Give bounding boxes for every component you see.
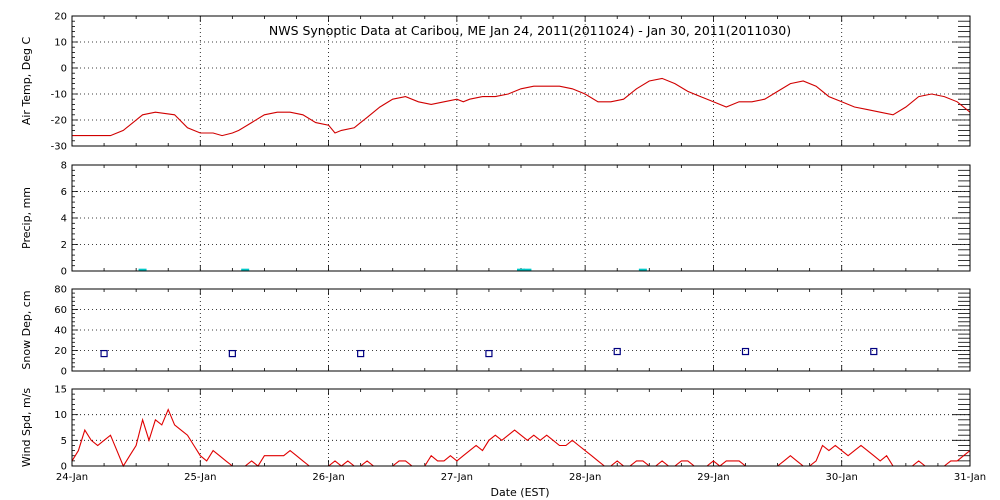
precip-y-axis-title: Precip, mm [20, 187, 33, 249]
snow-depth-y-axis-title: Snow Dep, cm [20, 290, 33, 369]
air-temp-series-line [72, 77, 971, 137]
precip-bar [241, 268, 250, 271]
y-tick-label: -10 [51, 90, 67, 101]
y-tick-label: 20 [54, 12, 67, 23]
air-temp-panel: -30 -20 -10 0 10 20 Air Temp, Deg C [20, 12, 971, 153]
snow-depth-point [870, 347, 878, 356]
y-tick-label: 4 [61, 214, 67, 225]
precip-frame [71, 164, 971, 272]
x-tick-label: 29-Jan [697, 472, 729, 483]
y-tick-label: 0 [61, 64, 67, 75]
y-tick-label: 20 [54, 346, 67, 357]
panels-group: -30 -20 -10 0 10 20 Air Temp, Deg C 0 2 4 6 8 Precip… [20, 12, 986, 484]
precip-bar [638, 268, 647, 271]
y-tick-label: -20 [51, 116, 67, 127]
snow-depth-point [357, 349, 365, 358]
x-tick-label: 27-Jan [441, 472, 473, 483]
y-tick-label: 60 [54, 305, 67, 316]
y-tick-label: 0 [61, 367, 67, 378]
snow-depth-point [741, 347, 750, 356]
snow-depth-point [228, 349, 236, 358]
y-tick-label: -30 [51, 142, 67, 153]
snow-depth-point [613, 347, 621, 356]
x-tick-label: 31-Jan [954, 472, 986, 483]
y-tick-label: 8 [61, 161, 67, 172]
wind-speed-panel: 0 5 10 15 Wind Spd, m/s [20, 385, 971, 473]
x-tick-label: 26-Jan [312, 472, 344, 483]
x-tick-label: 24-Jan [56, 472, 88, 483]
air-temp-frame [71, 15, 971, 147]
wind-speed-series-line [71, 408, 971, 468]
snow-depth-point [485, 349, 493, 358]
y-tick-label: 0 [61, 267, 67, 278]
y-tick-label: 0 [61, 462, 67, 473]
x-axis-title: Date (EST) [490, 486, 549, 499]
precip-panel: 0 2 4 6 8 Precip, mm [20, 161, 971, 278]
wind-speed-frame [71, 388, 971, 467]
precip-bar [523, 268, 532, 271]
precip-bar [138, 268, 147, 271]
y-tick-label: 5 [61, 436, 67, 447]
snow-depth-point [100, 349, 108, 358]
chart-title: NWS Synoptic Data at Caribou, ME Jan 24,… [269, 23, 791, 38]
y-tick-label: 6 [61, 187, 67, 198]
snow-depth-panel: 0 20 40 60 80 Snow Dep, cm [20, 285, 971, 378]
y-tick-label: 10 [54, 410, 67, 421]
y-tick-label: 15 [54, 385, 67, 396]
y-tick-label: 80 [54, 285, 67, 296]
wind-speed-y-axis-title: Wind Spd, m/s [20, 388, 33, 468]
y-tick-label: 10 [54, 38, 67, 49]
x-tick-label: 25-Jan [184, 472, 216, 483]
precip-bar [517, 268, 525, 271]
y-tick-label: 2 [61, 240, 67, 251]
y-tick-label: 40 [54, 326, 67, 337]
snow-depth-frame [71, 288, 971, 372]
x-tick-label: 30-Jan [826, 472, 858, 483]
air-temp-y-axis-title: Air Temp, Deg C [20, 37, 33, 126]
x-tick-label: 28-Jan [569, 472, 601, 483]
